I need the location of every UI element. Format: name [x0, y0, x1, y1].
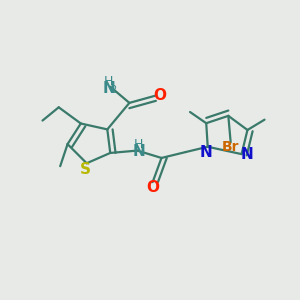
Text: Br: Br	[222, 140, 239, 154]
Text: N: N	[132, 144, 145, 159]
Text: H: H	[104, 75, 113, 88]
Text: H: H	[134, 138, 143, 151]
Text: N: N	[200, 145, 213, 160]
Text: S: S	[80, 162, 91, 177]
Text: O: O	[153, 88, 166, 103]
Text: O: O	[146, 180, 159, 195]
Text: N: N	[102, 81, 115, 96]
Text: 2: 2	[111, 85, 117, 94]
Text: N: N	[241, 147, 253, 162]
